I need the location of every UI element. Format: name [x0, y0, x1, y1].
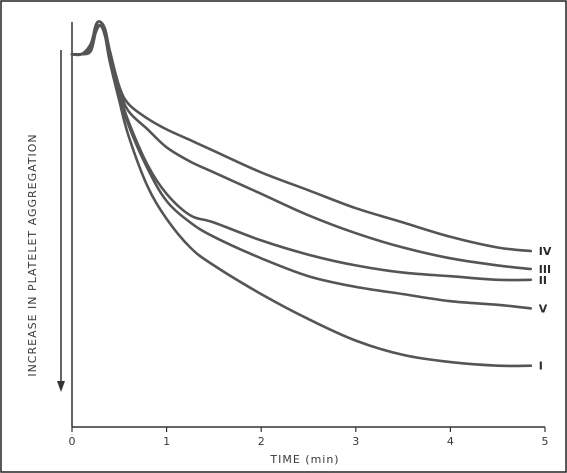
- x-tick-group: 0 1 2 3 4 5: [69, 427, 549, 448]
- series-label-IV: IV: [539, 245, 552, 258]
- x-axis-label: TIME (min): [269, 453, 339, 466]
- series-label-II: II: [539, 274, 547, 287]
- series-line-group: [70, 20, 533, 368]
- series-line-V: [70, 24, 533, 310]
- x-tick-label: 0: [69, 435, 76, 448]
- x-tick-label: 2: [258, 435, 265, 448]
- y-axis-label: INCREASE IN PLATELET AGGREGATION: [26, 133, 39, 376]
- series-line-I: [70, 20, 533, 368]
- series-label-III: III: [539, 263, 551, 276]
- x-tick-label: 5: [542, 435, 549, 448]
- x-tick-label: 1: [163, 435, 170, 448]
- series-label-V: V: [539, 302, 548, 315]
- x-tick-label: 3: [352, 435, 359, 448]
- x-tick-label: 4: [447, 435, 454, 448]
- series-label-I: I: [539, 360, 543, 373]
- y-axis-arrow-head: [57, 381, 65, 392]
